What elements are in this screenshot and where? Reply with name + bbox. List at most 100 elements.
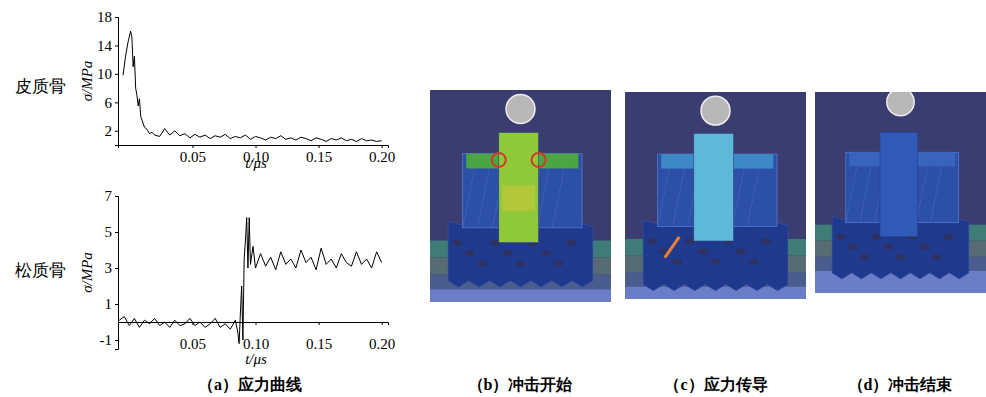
- row-label: 松质骨: [15, 261, 66, 280]
- x-tick-mark: [256, 145, 257, 148]
- y-axis: 2 6 10 14 18: [97, 9, 119, 145]
- pore: [848, 244, 858, 250]
- simulation-snapshot: [625, 92, 806, 299]
- implant-post: [694, 133, 734, 241]
- y-axis-line: [115, 197, 119, 350]
- y-tick-mark: [115, 131, 118, 132]
- background: [430, 90, 611, 302]
- pore: [943, 234, 953, 240]
- x-tick-label: 0.20: [369, 149, 395, 165]
- pore: [554, 261, 564, 267]
- x-tick-mark: [192, 322, 193, 325]
- pore: [884, 244, 894, 250]
- x-tick-label: 0.15: [306, 149, 332, 165]
- y-tick-label: 3: [105, 260, 113, 276]
- figure: 2 6 10 14 18 0.05 0.10 0.15 0.20 皮质骨 σ/MPa t/μs -1 1 3…: [0, 0, 986, 397]
- pore: [931, 254, 941, 260]
- x-tick-label: 0.05: [180, 336, 206, 352]
- impactor: [887, 92, 914, 116]
- x-tick-mark: [319, 145, 320, 148]
- simulation-snapshot: [815, 92, 986, 293]
- impactor: [506, 95, 535, 124]
- pore: [836, 234, 846, 240]
- pore: [736, 248, 746, 254]
- x-axis-title: t/μs: [245, 351, 267, 367]
- stress-hotspot: [492, 153, 506, 167]
- x-tick: 0.20: [369, 145, 395, 165]
- pore: [465, 250, 475, 256]
- x-tick-mark: [256, 322, 257, 325]
- x-axis: 0.05 0.10 0.15 0.20: [119, 322, 396, 352]
- x-tick-label: 0.05: [180, 149, 206, 165]
- y-tick-mark: [115, 102, 118, 103]
- y-tick-label: 14: [97, 38, 113, 54]
- implant-post: [880, 132, 918, 237]
- stress-hotspot: [532, 153, 546, 167]
- pore: [749, 259, 759, 265]
- y-tick-mark: [115, 268, 118, 269]
- pore: [711, 259, 721, 265]
- x-tick: 0.05: [180, 145, 206, 165]
- y-tick: 2: [105, 123, 119, 139]
- panel-caption: （b）冲击开始: [468, 376, 574, 394]
- simulation-snapshot: [430, 90, 611, 302]
- y-axis-line: [115, 18, 119, 146]
- x-axis-line: [119, 146, 389, 149]
- y-tick: 3: [105, 260, 119, 276]
- line-chart: -1 1 3 5 7 0.05 0.10 0.15 0.20 松质骨 σ/MPa t/μs: [15, 188, 396, 367]
- pore: [516, 261, 526, 267]
- y-tick-label: 6: [105, 95, 113, 111]
- y-tick: -1: [100, 332, 119, 348]
- pore: [896, 254, 906, 260]
- y-tick-mark: [115, 232, 118, 233]
- y-tick: 18: [97, 9, 118, 25]
- y-tick-label: 7: [105, 188, 113, 204]
- x-tick-mark: [382, 322, 383, 325]
- x-tick-label: 0.10: [243, 336, 269, 352]
- y-tick-mark: [115, 340, 118, 341]
- stress-path: [665, 237, 679, 258]
- stress-curve: [123, 31, 382, 141]
- x-tick-label: 0.15: [306, 336, 332, 352]
- pore: [477, 261, 487, 267]
- y-tick: 10: [97, 66, 118, 82]
- stress-zone: [502, 185, 535, 210]
- pore: [698, 248, 708, 254]
- y-tick-mark: [115, 196, 118, 197]
- background: [625, 92, 806, 299]
- y-tick-label: 1: [105, 296, 113, 312]
- implant-post: [499, 132, 539, 242]
- y-tick-label: -1: [100, 332, 113, 348]
- pore: [761, 238, 771, 244]
- panel-caption: （d）冲击结束: [848, 376, 953, 394]
- impactor: [701, 96, 730, 125]
- y-tick: 5: [105, 224, 119, 240]
- y-tick-label: 2: [105, 123, 113, 139]
- row-label: 皮质骨: [15, 77, 66, 96]
- pore: [541, 250, 551, 256]
- layer-band: [430, 289, 611, 302]
- stress-curve: [119, 218, 381, 344]
- y-tick: 7: [105, 188, 119, 204]
- y-tick: 14: [97, 38, 118, 54]
- y-tick-label: 5: [105, 224, 113, 240]
- y-axis-title: σ/MPa: [79, 252, 95, 293]
- x-tick-label: 0.20: [369, 336, 395, 352]
- x-tick-mark: [192, 145, 193, 148]
- y-tick-label: 10: [97, 66, 112, 82]
- y-tick-mark: [115, 17, 118, 18]
- y-tick-label: 18: [97, 9, 112, 25]
- pore: [452, 240, 462, 246]
- x-axis-title: t/μs: [245, 155, 267, 171]
- pore: [919, 244, 929, 250]
- y-axis-title: σ/MPa: [79, 61, 95, 102]
- y-tick-mark: [115, 45, 118, 46]
- x-tick: 0.15: [306, 145, 332, 165]
- x-tick-mark: [319, 322, 320, 325]
- pore: [672, 259, 682, 265]
- pore: [647, 238, 657, 244]
- plot-area: [123, 31, 382, 141]
- y-tick: 6: [105, 95, 119, 111]
- pore: [566, 240, 576, 246]
- x-tick: 0.10: [243, 322, 269, 352]
